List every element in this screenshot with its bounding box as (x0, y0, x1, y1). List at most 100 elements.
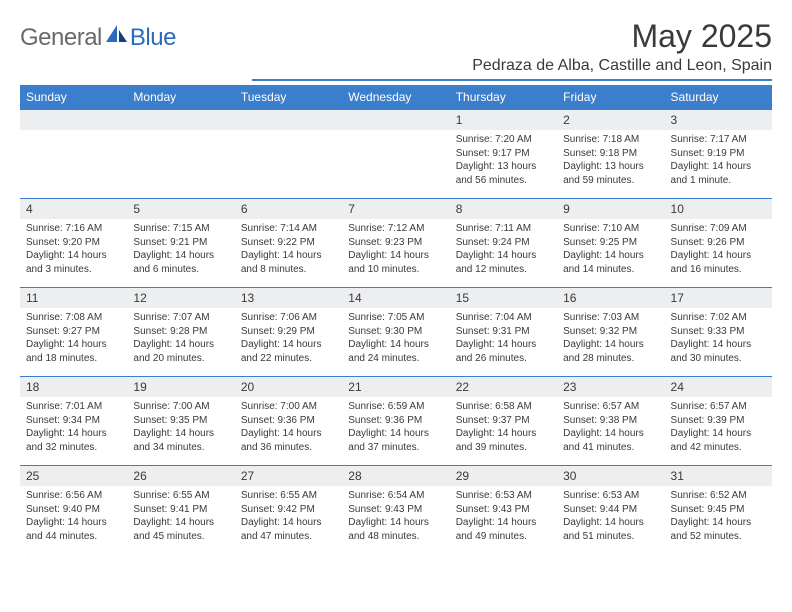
day-number: 5 (127, 199, 234, 219)
calendar-cell: 6Sunrise: 7:14 AMSunset: 9:22 PMDaylight… (235, 199, 342, 288)
day-number: 10 (665, 199, 772, 219)
day-details: Sunrise: 7:07 AMSunset: 9:28 PMDaylight:… (127, 308, 234, 367)
day-details: Sunrise: 7:00 AMSunset: 9:36 PMDaylight:… (235, 397, 342, 456)
day-details: Sunrise: 7:12 AMSunset: 9:23 PMDaylight:… (342, 219, 449, 278)
dayhead-tuesday: Tuesday (235, 85, 342, 110)
calendar-row: 1Sunrise: 7:20 AMSunset: 9:17 PMDaylight… (20, 110, 772, 199)
calendar-cell: 30Sunrise: 6:53 AMSunset: 9:44 PMDayligh… (557, 466, 664, 555)
day-details: Sunrise: 6:56 AMSunset: 9:40 PMDaylight:… (20, 486, 127, 545)
dayhead-monday: Monday (127, 85, 234, 110)
calendar-cell: 11Sunrise: 7:08 AMSunset: 9:27 PMDayligh… (20, 288, 127, 377)
day-number: 6 (235, 199, 342, 219)
day-details: Sunrise: 7:16 AMSunset: 9:20 PMDaylight:… (20, 219, 127, 278)
location-text: Pedraza de Alba, Castille and Leon, Spai… (252, 57, 772, 81)
calendar-cell: 1Sunrise: 7:20 AMSunset: 9:17 PMDaylight… (450, 110, 557, 199)
day-details: Sunrise: 7:20 AMSunset: 9:17 PMDaylight:… (450, 130, 557, 189)
calendar-cell (20, 110, 127, 199)
calendar-row: 18Sunrise: 7:01 AMSunset: 9:34 PMDayligh… (20, 377, 772, 466)
logo-text-blue: Blue (130, 24, 176, 52)
day-number: 31 (665, 466, 772, 486)
day-number: 8 (450, 199, 557, 219)
day-number: 29 (450, 466, 557, 486)
day-details: Sunrise: 6:57 AMSunset: 9:39 PMDaylight:… (665, 397, 772, 456)
calendar-cell: 14Sunrise: 7:05 AMSunset: 9:30 PMDayligh… (342, 288, 449, 377)
day-number: 23 (557, 377, 664, 397)
day-number: 13 (235, 288, 342, 308)
day-details: Sunrise: 6:54 AMSunset: 9:43 PMDaylight:… (342, 486, 449, 545)
day-number: 19 (127, 377, 234, 397)
day-details: Sunrise: 7:14 AMSunset: 9:22 PMDaylight:… (235, 219, 342, 278)
day-number: 20 (235, 377, 342, 397)
calendar-cell: 3Sunrise: 7:17 AMSunset: 9:19 PMDaylight… (665, 110, 772, 199)
day-details: Sunrise: 6:58 AMSunset: 9:37 PMDaylight:… (450, 397, 557, 456)
dayhead-friday: Friday (557, 85, 664, 110)
day-details: Sunrise: 7:17 AMSunset: 9:19 PMDaylight:… (665, 130, 772, 189)
day-number: 9 (557, 199, 664, 219)
calendar-cell: 4Sunrise: 7:16 AMSunset: 9:20 PMDaylight… (20, 199, 127, 288)
day-number: 16 (557, 288, 664, 308)
calendar-table: SundayMondayTuesdayWednesdayThursdayFrid… (20, 85, 772, 555)
day-number: 12 (127, 288, 234, 308)
calendar-cell: 31Sunrise: 6:52 AMSunset: 9:45 PMDayligh… (665, 466, 772, 555)
calendar-cell: 19Sunrise: 7:00 AMSunset: 9:35 PMDayligh… (127, 377, 234, 466)
day-number: 17 (665, 288, 772, 308)
day-details: Sunrise: 6:57 AMSunset: 9:38 PMDaylight:… (557, 397, 664, 456)
day-details: Sunrise: 7:01 AMSunset: 9:34 PMDaylight:… (20, 397, 127, 456)
day-number: 2 (557, 110, 664, 130)
day-details: Sunrise: 6:53 AMSunset: 9:44 PMDaylight:… (557, 486, 664, 545)
header: General Blue May 2025 Pedraza de Alba, C… (20, 18, 772, 81)
title-block: May 2025 Pedraza de Alba, Castille and L… (252, 18, 772, 81)
day-number (20, 110, 127, 130)
day-details: Sunrise: 6:53 AMSunset: 9:43 PMDaylight:… (450, 486, 557, 545)
calendar-row: 4Sunrise: 7:16 AMSunset: 9:20 PMDaylight… (20, 199, 772, 288)
calendar-cell: 22Sunrise: 6:58 AMSunset: 9:37 PMDayligh… (450, 377, 557, 466)
calendar-cell: 13Sunrise: 7:06 AMSunset: 9:29 PMDayligh… (235, 288, 342, 377)
day-details: Sunrise: 7:02 AMSunset: 9:33 PMDaylight:… (665, 308, 772, 367)
calendar-cell: 5Sunrise: 7:15 AMSunset: 9:21 PMDaylight… (127, 199, 234, 288)
logo-text-general: General (20, 24, 102, 52)
day-number: 15 (450, 288, 557, 308)
dayhead-wednesday: Wednesday (342, 85, 449, 110)
day-number: 4 (20, 199, 127, 219)
calendar-cell: 29Sunrise: 6:53 AMSunset: 9:43 PMDayligh… (450, 466, 557, 555)
day-details: Sunrise: 7:11 AMSunset: 9:24 PMDaylight:… (450, 219, 557, 278)
calendar-cell: 28Sunrise: 6:54 AMSunset: 9:43 PMDayligh… (342, 466, 449, 555)
day-number: 28 (342, 466, 449, 486)
calendar-cell: 27Sunrise: 6:55 AMSunset: 9:42 PMDayligh… (235, 466, 342, 555)
day-number: 22 (450, 377, 557, 397)
day-number: 26 (127, 466, 234, 486)
day-details: Sunrise: 6:55 AMSunset: 9:42 PMDaylight:… (235, 486, 342, 545)
day-details: Sunrise: 7:18 AMSunset: 9:18 PMDaylight:… (557, 130, 664, 189)
calendar-cell: 20Sunrise: 7:00 AMSunset: 9:36 PMDayligh… (235, 377, 342, 466)
day-number (235, 110, 342, 130)
day-number: 21 (342, 377, 449, 397)
calendar-cell: 10Sunrise: 7:09 AMSunset: 9:26 PMDayligh… (665, 199, 772, 288)
calendar-cell (127, 110, 234, 199)
day-details: Sunrise: 7:06 AMSunset: 9:29 PMDaylight:… (235, 308, 342, 367)
calendar-cell: 26Sunrise: 6:55 AMSunset: 9:41 PMDayligh… (127, 466, 234, 555)
calendar-cell: 2Sunrise: 7:18 AMSunset: 9:18 PMDaylight… (557, 110, 664, 199)
calendar-cell: 8Sunrise: 7:11 AMSunset: 9:24 PMDaylight… (450, 199, 557, 288)
calendar-cell: 25Sunrise: 6:56 AMSunset: 9:40 PMDayligh… (20, 466, 127, 555)
calendar-cell: 17Sunrise: 7:02 AMSunset: 9:33 PMDayligh… (665, 288, 772, 377)
day-number: 25 (20, 466, 127, 486)
calendar-row: 11Sunrise: 7:08 AMSunset: 9:27 PMDayligh… (20, 288, 772, 377)
logo: General Blue (20, 18, 176, 52)
day-details: Sunrise: 7:10 AMSunset: 9:25 PMDaylight:… (557, 219, 664, 278)
calendar-cell (342, 110, 449, 199)
day-number: 18 (20, 377, 127, 397)
day-number: 27 (235, 466, 342, 486)
dayhead-saturday: Saturday (665, 85, 772, 110)
calendar-cell: 15Sunrise: 7:04 AMSunset: 9:31 PMDayligh… (450, 288, 557, 377)
dayhead-sunday: Sunday (20, 85, 127, 110)
day-details: Sunrise: 7:00 AMSunset: 9:35 PMDaylight:… (127, 397, 234, 456)
day-number: 24 (665, 377, 772, 397)
dayhead-thursday: Thursday (450, 85, 557, 110)
calendar-cell: 21Sunrise: 6:59 AMSunset: 9:36 PMDayligh… (342, 377, 449, 466)
day-details: Sunrise: 6:59 AMSunset: 9:36 PMDaylight:… (342, 397, 449, 456)
calendar-cell (235, 110, 342, 199)
day-number: 30 (557, 466, 664, 486)
month-title: May 2025 (252, 18, 772, 55)
calendar-cell: 16Sunrise: 7:03 AMSunset: 9:32 PMDayligh… (557, 288, 664, 377)
calendar-cell: 12Sunrise: 7:07 AMSunset: 9:28 PMDayligh… (127, 288, 234, 377)
